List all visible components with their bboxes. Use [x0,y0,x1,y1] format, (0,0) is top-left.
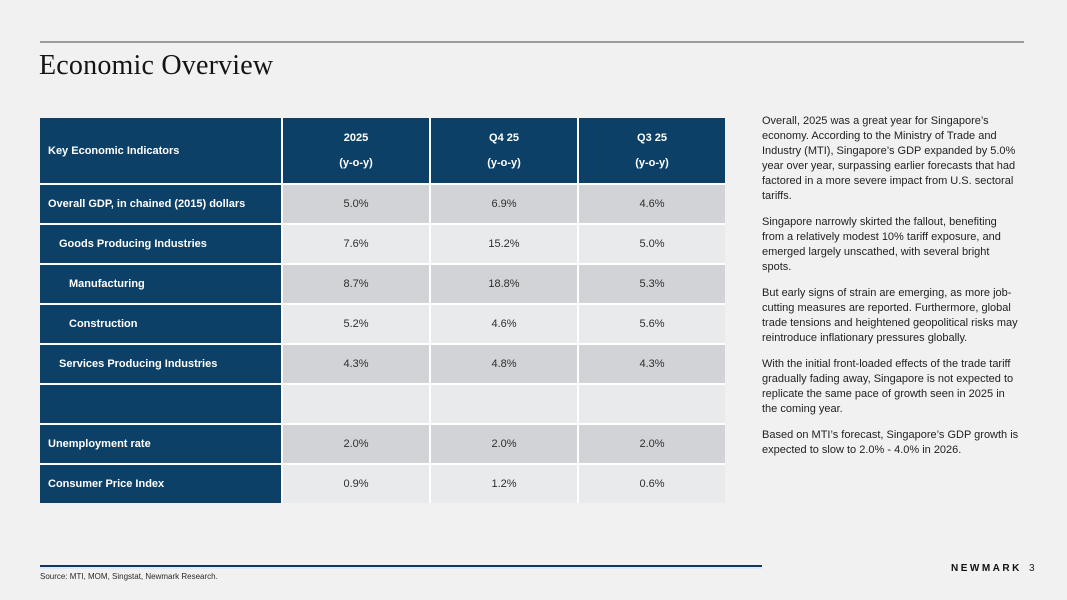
top-divider [40,41,1024,43]
cell-value: 2.0% [283,425,429,463]
commentary-paragraph: But early signs of strain are emerging, … [762,287,1018,344]
header-period: 2025 [343,132,369,144]
cell-value: 7.6% [283,225,429,263]
commentary-paragraph: Singapore narrowly skirted the fallout, … [762,216,1001,273]
cell-value: 6.9% [431,185,577,223]
header-unit: (y-o-y) [339,157,373,169]
cell-value: 4.3% [579,345,725,383]
row-label-spacer [40,385,281,423]
cell-value: 15.2% [431,225,577,263]
page-number: 3 [1029,563,1035,574]
cell-value: 2.0% [579,425,725,463]
cell-value: 2.0% [431,425,577,463]
table-header-label: Key Economic Indicators [40,118,281,183]
cell-value: 8.7% [283,265,429,303]
row-label-services-producing: Services Producing Industries [40,345,281,383]
header-unit: (y-o-y) [635,157,669,169]
row-label-overall-gdp: Overall GDP, in chained (2015) dollars [40,185,281,223]
table-header-col-q3-25: Q3 25 (y-o-y) [579,118,725,183]
header-period: Q4 25 [489,132,519,144]
cell-value: 4.6% [579,185,725,223]
row-label-goods-producing: Goods Producing Industries [40,225,281,263]
cell-value: 1.2% [431,465,577,503]
header-unit: (y-o-y) [487,157,521,169]
commentary-column: Overall, 2025 was a great year for Singa… [762,114,1020,469]
cell-value: 5.6% [579,305,725,343]
table-header-col-q4-25: Q4 25 (y-o-y) [431,118,577,183]
row-label-unemployment-rate: Unemployment rate [40,425,281,463]
commentary-paragraph: With the initial front-loaded effects of… [762,358,1014,415]
cell-value: 0.9% [283,465,429,503]
cell-value [579,385,725,423]
row-label-construction: Construction [40,305,281,343]
header-period: Q3 25 [637,132,667,144]
cell-value: 5.0% [579,225,725,263]
page-title: Economic Overview [39,50,274,81]
row-label-manufacturing: Manufacturing [40,265,281,303]
row-label-consumer-price-index: Consumer Price Index [40,465,281,503]
cell-value [431,385,577,423]
cell-value: 18.8% [431,265,577,303]
cell-value: 4.6% [431,305,577,343]
cell-value [283,385,429,423]
cell-value: 0.6% [579,465,725,503]
source-note: Source: MTI, MOM, Singstat, Newmark Rese… [40,572,218,581]
footer-divider [40,565,762,569]
brand-logo: NEWMARK [951,563,1022,574]
cell-value: 4.8% [431,345,577,383]
cell-value: 5.2% [283,305,429,343]
key-economic-indicators-table: Key Economic Indicators 2025 (y-o-y) Q4 … [40,118,725,503]
cell-value: 5.0% [283,185,429,223]
cell-value: 5.3% [579,265,725,303]
cell-value: 4.3% [283,345,429,383]
commentary-paragraph: Overall, 2025 was a great year for Singa… [762,115,1016,202]
commentary-paragraph: Based on MTI’s forecast, Singapore’s GDP… [762,429,1019,456]
table-header-col-2025: 2025 (y-o-y) [283,118,429,183]
